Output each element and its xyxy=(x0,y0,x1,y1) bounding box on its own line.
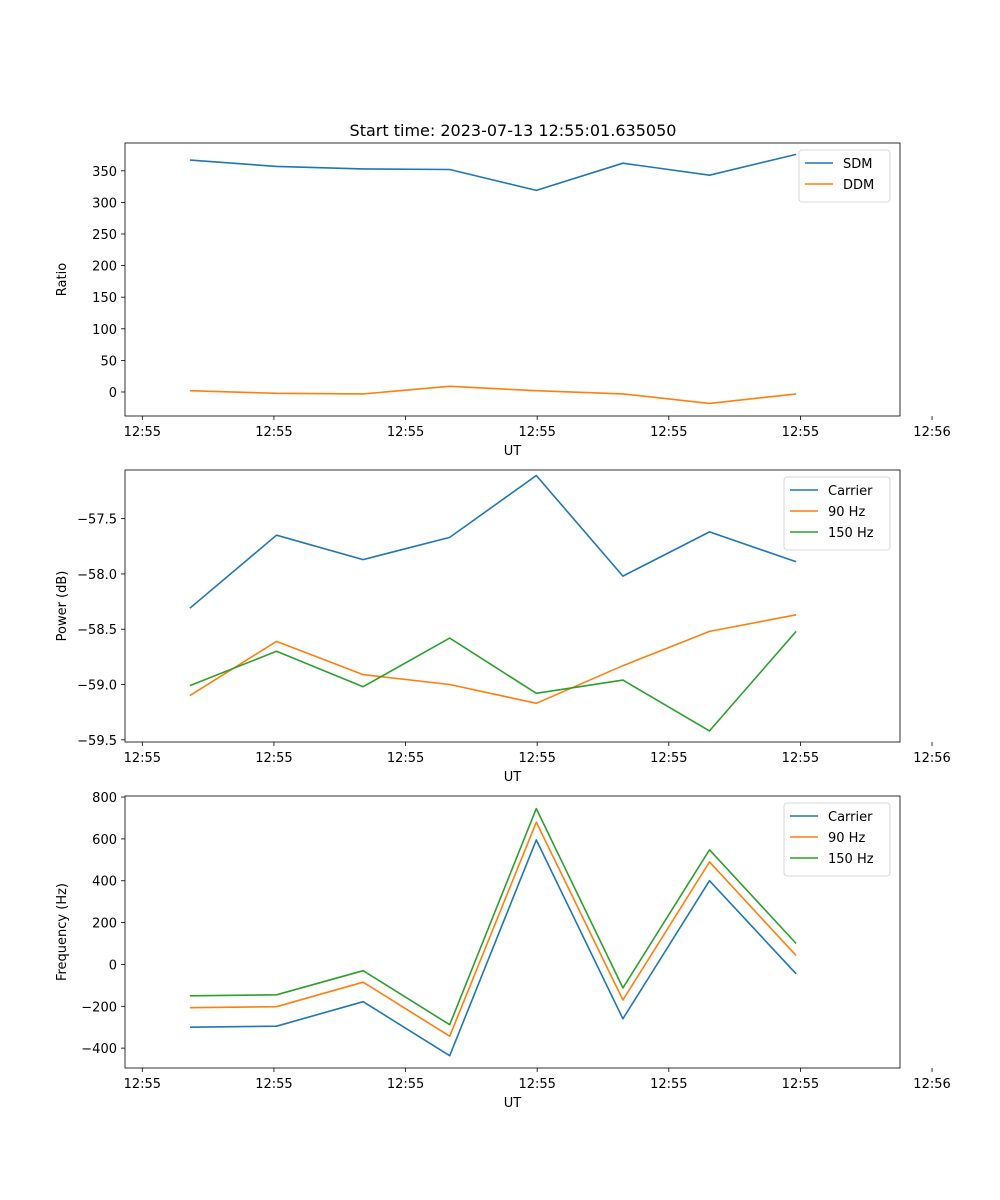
chart-2: 12:55 12:55 12:55 12:55 12:55 12:55 12:56 −400 −… xyxy=(55,791,951,1111)
chart-2-ylabel: Frequency (Hz) xyxy=(55,883,70,981)
chart-0-ylabel: Ratio xyxy=(55,263,70,296)
chart-0-xlabel: UT xyxy=(504,444,522,459)
chart-2-legend-label: Carrier xyxy=(828,810,873,825)
chart-0-y-tick-label: 200 xyxy=(92,260,117,275)
chart-1-ylabel: Power (dB) xyxy=(55,571,70,642)
figure-title: Start time: 2023-07-13 12:55:01.635050 xyxy=(350,121,677,140)
chart-1-x-tick-label: 12:55 xyxy=(782,751,819,766)
chart-1-series-carrier-line xyxy=(189,474,797,609)
chart-2-y-tick-label: −200 xyxy=(81,1000,117,1015)
chart-0-x-tick-label: 12:55 xyxy=(387,425,424,440)
chart-0-legend-label: DDM xyxy=(843,178,874,193)
chart-2-y-tick-label: 800 xyxy=(92,791,117,806)
chart-1-legend-label: Carrier xyxy=(828,484,873,499)
chart-2-y-tick-label: 600 xyxy=(92,833,117,848)
chart-0-x-tick-label: 12:55 xyxy=(255,425,292,440)
chart-2-x-tick-label: 12:55 xyxy=(124,1077,161,1092)
chart-2-y-tick-label: −400 xyxy=(81,1042,117,1057)
chart-1-x-tick-label: 12:55 xyxy=(518,751,555,766)
chart-2-x-tick-label: 12:55 xyxy=(387,1077,424,1092)
chart-1-y-tick-label: −57.5 xyxy=(77,513,117,528)
chart-1-x-tick-label: 12:56 xyxy=(913,751,950,766)
chart-0: 12:55 12:55 12:55 12:55 12:55 12:55 12:56 0 50 10… xyxy=(55,142,951,459)
chart-2-legend: Carrier 90 Hz 150 Hz xyxy=(783,802,891,877)
chart-2-y-tick-label: 400 xyxy=(92,875,117,890)
chart-2-y-tick-label: 200 xyxy=(92,917,117,932)
chart-1: 12:55 12:55 12:55 12:55 12:55 12:55 12:56 −59.5… xyxy=(55,469,951,785)
chart-1-xlabel: UT xyxy=(504,770,522,785)
chart-2-series-carrier-line xyxy=(189,839,797,1057)
chart-1-y-tick-label: −58.0 xyxy=(77,568,117,583)
chart-0-x-tick-label: 12:55 xyxy=(124,425,161,440)
chart-1-x-tick-label: 12:55 xyxy=(387,751,424,766)
chart-2-x-tick-label: 12:55 xyxy=(650,1077,687,1092)
chart-2-series-150-hz-line xyxy=(189,807,797,1026)
chart-0-x-tick-label: 12:55 xyxy=(518,425,555,440)
chart-0-legend-label: SDM xyxy=(843,157,872,172)
chart-2-xlabel: UT xyxy=(504,1096,522,1111)
chart-0-y-tick-label: 0 xyxy=(109,386,117,401)
chart-2-x-tick-label: 12:55 xyxy=(518,1077,555,1092)
chart-0-y-tick-label: 350 xyxy=(92,165,117,180)
chart-1-y-tick-label: −59.0 xyxy=(77,679,117,694)
chart-0-y-tick-label: 250 xyxy=(92,228,117,243)
chart-0-x-tick-label: 12:55 xyxy=(650,425,687,440)
chart-0-y-tick-label: 50 xyxy=(100,354,117,369)
chart-2-legend-label: 150 Hz xyxy=(828,852,874,867)
chart-2-series-90-hz-line xyxy=(189,821,797,1037)
chart-1-legend-label: 90 Hz xyxy=(828,505,865,520)
chart-1-series-90-hz-line xyxy=(189,614,797,705)
chart-2-x-tick-label: 12:55 xyxy=(782,1077,819,1092)
chart-1-legend: Carrier 90 Hz 150 Hz xyxy=(783,476,891,551)
chart-0-y-tick-label: 150 xyxy=(92,291,117,306)
chart-1-y-tick-label: −59.5 xyxy=(77,734,117,749)
chart-2-y-tick-label: 0 xyxy=(109,958,117,973)
chart-0-series-ddm-line xyxy=(189,385,797,405)
chart-1-series-150-hz-line xyxy=(189,630,797,732)
chart-1-y-tick-label: −58.5 xyxy=(77,623,117,638)
chart-2-x-tick-label: 12:55 xyxy=(255,1077,292,1092)
chart-2-x-tick-label: 12:56 xyxy=(913,1077,950,1092)
chart-2-legend-label: 90 Hz xyxy=(828,831,865,846)
chart-1-x-tick-label: 12:55 xyxy=(255,751,292,766)
chart-2-axes-frame xyxy=(124,795,901,1069)
panels: 12:55 12:55 12:55 12:55 12:55 12:55 12:56 0 50 10… xyxy=(55,142,951,1111)
chart-0-x-tick-label: 12:55 xyxy=(782,425,819,440)
chart-0-legend: SDM DDM xyxy=(798,149,891,203)
chart-0-x-tick-label: 12:56 xyxy=(913,425,950,440)
chart-1-legend-label: 150 Hz xyxy=(828,526,874,541)
chart-1-axes-frame xyxy=(124,469,901,743)
chart-0-y-tick-label: 300 xyxy=(92,196,117,211)
chart-0-series-sdm-line xyxy=(189,153,797,192)
chart-1-x-tick-label: 12:55 xyxy=(650,751,687,766)
chart-1-x-tick-label: 12:55 xyxy=(124,751,161,766)
chart-0-y-tick-label: 100 xyxy=(92,323,117,338)
chart-0-axes-frame xyxy=(124,142,901,417)
